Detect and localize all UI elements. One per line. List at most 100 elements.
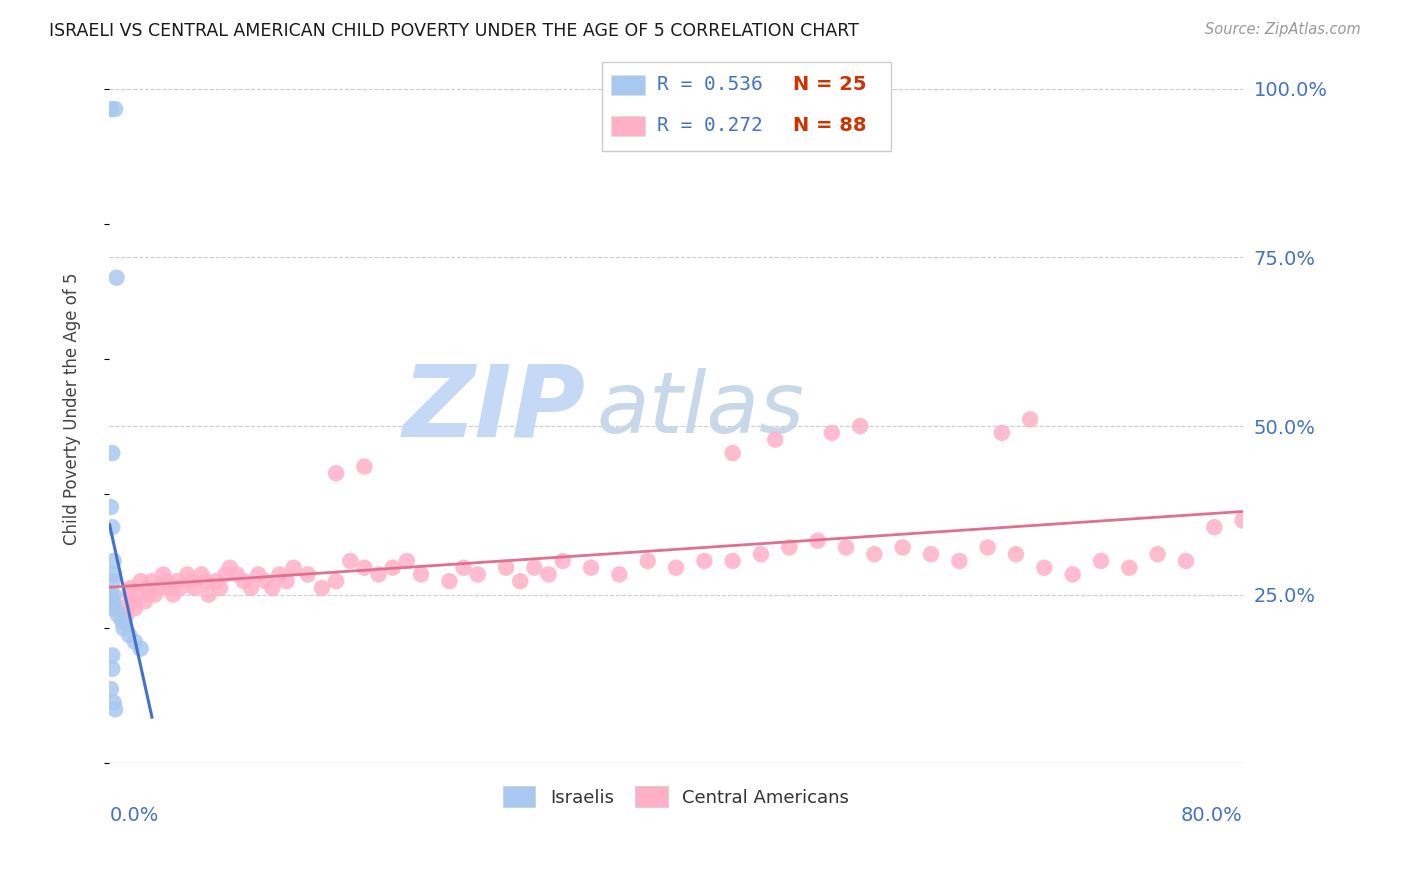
Point (157, 581, 180, 595)
Point (214, 567, 236, 582)
Point (129, 641, 152, 656)
Point (863, 547, 886, 561)
Point (609, 567, 631, 582)
Point (283, 560, 305, 574)
Text: N = 88: N = 88 (793, 117, 866, 136)
Point (197, 588, 219, 602)
Text: R = 0.272: R = 0.272 (657, 117, 762, 136)
Point (693, 554, 716, 568)
FancyBboxPatch shape (602, 62, 891, 151)
Point (1146, 547, 1168, 561)
Point (166, 574, 188, 589)
Point (127, 588, 149, 602)
Point (849, 419, 872, 434)
Point (218, 560, 240, 574)
Point (190, 567, 212, 582)
Point (453, 560, 475, 574)
Point (254, 574, 277, 589)
Point (101, 574, 124, 589)
Point (180, 574, 202, 589)
Point (143, 588, 166, 602)
Point (118, 588, 141, 602)
Point (1033, 560, 1056, 574)
Point (523, 560, 546, 574)
Point (339, 554, 361, 568)
Point (395, 554, 418, 568)
Point (120, 581, 142, 595)
Point (240, 581, 263, 595)
Point (112, 621, 135, 635)
Point (101, 648, 124, 663)
Point (637, 554, 659, 568)
Point (194, 574, 217, 589)
Point (101, 446, 124, 460)
Point (124, 635, 146, 649)
Text: R = 0.536: R = 0.536 (657, 76, 762, 95)
Point (665, 560, 688, 574)
Point (135, 581, 157, 595)
Point (129, 574, 152, 589)
Bar (612, 75, 645, 95)
Point (509, 574, 531, 589)
Point (1174, 554, 1197, 568)
Point (118, 628, 141, 642)
Point (325, 574, 347, 589)
Point (226, 567, 249, 582)
Point (1090, 554, 1112, 568)
Point (183, 581, 205, 595)
Point (269, 567, 291, 582)
Point (537, 567, 560, 582)
Point (976, 541, 998, 555)
Point (991, 425, 1014, 440)
Point (297, 567, 319, 582)
Point (103, 594, 125, 608)
Point (103, 567, 125, 582)
Point (579, 560, 602, 574)
Point (807, 533, 830, 548)
Point (409, 567, 432, 582)
Point (1019, 412, 1042, 426)
Text: atlas: atlas (596, 368, 804, 450)
Point (101, 601, 124, 615)
Text: ISRAELI VS CENTRAL AMERICAN CHILD POVERTY UNDER THE AGE OF 5 CORRELATION CHART: ISRAELI VS CENTRAL AMERICAN CHILD POVERT… (49, 22, 859, 40)
Point (101, 520, 124, 534)
Point (103, 554, 125, 568)
Point (104, 102, 127, 116)
Text: Source: ZipAtlas.com: Source: ZipAtlas.com (1205, 22, 1361, 37)
Point (111, 615, 134, 629)
Point (1005, 547, 1028, 561)
Point (141, 574, 163, 589)
Point (233, 574, 256, 589)
Text: ZIP: ZIP (402, 360, 585, 458)
Point (721, 446, 744, 460)
Point (1118, 560, 1140, 574)
Point (381, 560, 404, 574)
Point (325, 467, 347, 481)
Point (162, 588, 184, 602)
Point (103, 588, 125, 602)
Point (948, 554, 970, 568)
Point (103, 696, 125, 710)
Point (551, 554, 574, 568)
Point (105, 270, 128, 285)
Point (169, 581, 191, 595)
Point (495, 560, 517, 574)
Point (100, 500, 122, 514)
Point (763, 433, 786, 447)
Point (121, 594, 143, 608)
Point (1232, 514, 1254, 528)
Text: 0.0%: 0.0% (110, 805, 159, 825)
Point (920, 547, 942, 561)
Point (208, 581, 231, 595)
Point (100, 102, 122, 116)
Text: Child Poverty Under the Age of 5: Child Poverty Under the Age of 5 (63, 273, 82, 545)
Text: N = 25: N = 25 (793, 76, 866, 95)
Point (124, 601, 146, 615)
Point (353, 560, 375, 574)
Point (204, 574, 226, 589)
Point (104, 702, 127, 716)
Point (148, 581, 170, 595)
Point (721, 554, 744, 568)
Point (353, 459, 375, 474)
Point (112, 601, 135, 615)
